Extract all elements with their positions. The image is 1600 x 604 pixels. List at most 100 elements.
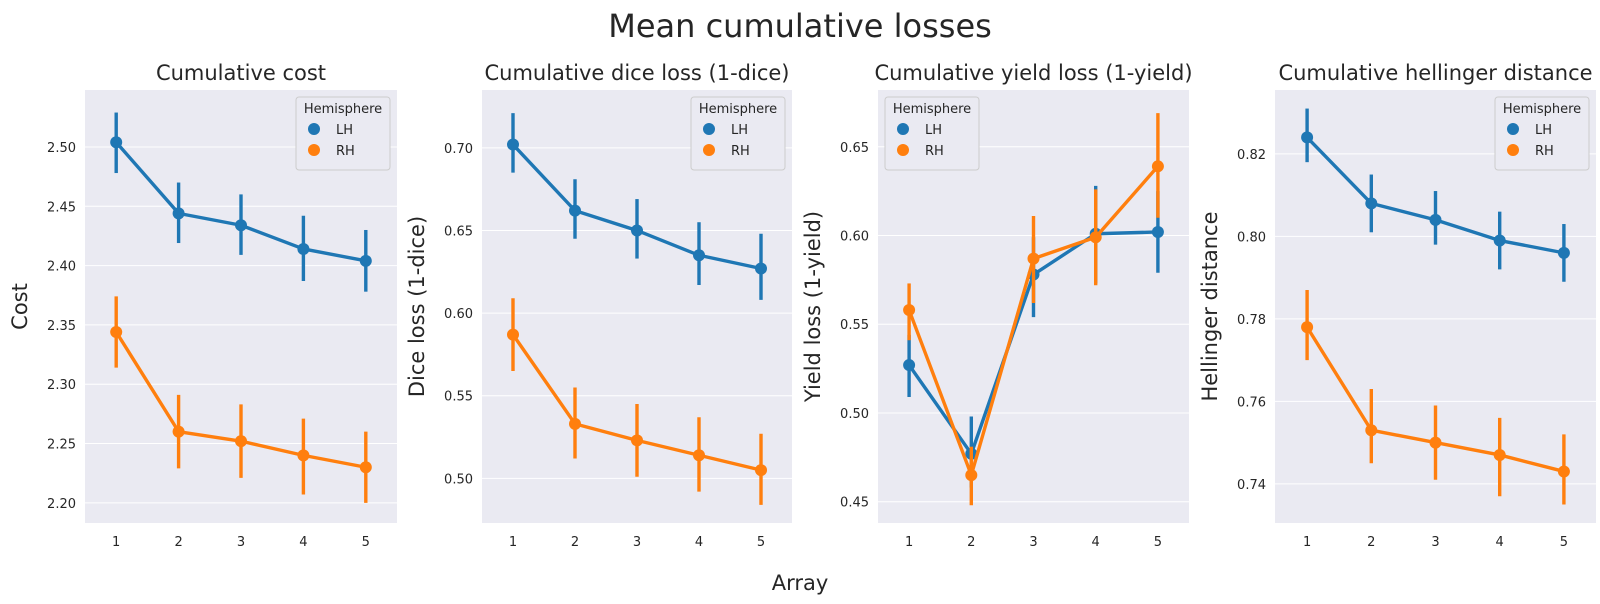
x-tick-label: 2 [967,535,975,550]
x-tick-label: 1 [112,535,120,550]
data-point [1557,246,1570,259]
legend-title: Hemisphere [699,102,777,117]
data-point [569,417,581,430]
y-axis-label: Yield loss (1-yield) [801,211,825,403]
data-point [172,207,185,220]
legend-marker-RH [308,144,320,156]
series-RH [1301,290,1570,505]
x-tick-label: 2 [571,535,579,550]
y-axis-label: Dice loss (1-dice) [405,216,429,397]
panel-title: Cumulative yield loss (1-yield) [874,61,1192,85]
x-tick-label: 2 [174,535,182,550]
data-point [903,304,916,317]
y-tick-label: 2.45 [47,200,76,215]
x-tick-label: 5 [1154,535,1162,550]
y-tick-label: 0.45 [840,496,869,511]
chart-panel-2: 0.50 0.55 0.60 0.65 0.70 1 2 3 4 5 Cumulative dice… [405,61,792,550]
panel-title: Cumulative dice loss (1-dice) [484,61,789,85]
data-point [359,461,372,474]
data-point [235,435,247,448]
x-tick-label: 2 [1367,535,1375,550]
legend: Hemisphere LH RH [690,96,786,171]
legend-marker-LH [703,123,715,135]
panel-title: Cumulative hellinger distance [1278,61,1592,85]
figure-xlabel: Array [772,571,829,595]
chart-panel-4: 0.74 0.76 0.78 0.80 0.82 1 2 3 4 5 Cumulative hell… [1198,61,1596,550]
x-tick-label: 1 [509,535,517,550]
data-point [755,464,767,477]
data-point [110,136,123,149]
y-tick-label: 0.76 [1237,395,1266,410]
legend-marker-RH [703,144,715,156]
legend-marker-RH [1507,144,1519,156]
x-tick-label: 1 [905,535,913,550]
data-point [1365,424,1378,437]
y-tick-label: 0.55 [444,390,473,405]
data-point [507,328,519,341]
data-point [297,449,310,462]
legend: Hemisphere LH RH [1494,96,1590,171]
legend-entry-LH: LH [336,123,353,138]
y-tick-label: 0.50 [444,472,473,487]
data-point [1429,436,1442,449]
data-point [693,249,705,262]
x-tick-label: 3 [1029,535,1037,550]
data-point [1557,465,1570,478]
x-tick-label: 5 [362,535,370,550]
legend-entry-RH: RH [925,144,944,159]
data-point [1151,160,1164,173]
y-tick-label: 2.40 [47,260,76,275]
y-tick-label: 0.55 [840,318,869,333]
y-tick-label: 0.60 [840,230,869,245]
legend-title: Hemisphere [304,102,382,117]
legend-title: Hemisphere [1503,102,1581,117]
data-point [569,204,581,217]
y-tick-label: 2.50 [47,141,76,156]
data-point [1365,197,1378,210]
data-point [1493,448,1506,461]
y-tick-label: 0.65 [444,224,473,239]
data-point [1089,231,1102,244]
x-tick-label: 4 [1496,535,1504,550]
chart-panel-3: 0.45 0.50 0.55 0.60 0.65 1 2 3 4 5 Cumulative yiel… [801,61,1193,550]
y-tick-label: 0.50 [840,407,869,422]
data-point [297,242,310,255]
x-tick-label: 4 [299,535,307,550]
legend-entry-RH: RH [336,144,355,159]
data-point [755,262,767,275]
y-tick-label: 0.80 [1237,230,1266,245]
x-tick-label: 4 [1092,535,1100,550]
data-point [903,359,916,372]
data-point [1429,213,1442,226]
y-tick-label: 0.78 [1237,313,1266,328]
figure-title: Mean cumulative losses [608,7,992,45]
series-LH [110,112,372,292]
y-tick-label: 2.35 [47,319,76,334]
x-tick-label: 5 [757,535,765,550]
x-tick-label: 1 [1303,535,1311,550]
data-point [1151,225,1164,238]
legend-entry-LH: LH [925,123,942,138]
y-tick-label: 0.60 [444,307,473,322]
data-point [507,138,519,151]
y-tick-label: 2.30 [47,378,76,393]
legend: Hemisphere LH RH [295,96,391,171]
x-tick-label: 3 [633,535,641,550]
y-tick-label: 2.20 [47,497,76,512]
series-LH [507,113,767,300]
y-axis-label: Cost [8,283,32,330]
data-point [235,219,247,232]
data-point [965,469,978,482]
legend-entry-LH: LH [731,123,748,138]
y-tick-label: 0.70 [444,142,473,157]
data-point [1301,321,1314,334]
legend-entry-RH: RH [731,144,750,159]
y-tick-label: 2.25 [47,438,76,453]
data-point [1493,234,1506,247]
x-tick-label: 4 [695,535,703,550]
data-point [110,326,123,339]
legend-marker-LH [308,123,320,135]
panel-title: Cumulative cost [156,61,326,85]
